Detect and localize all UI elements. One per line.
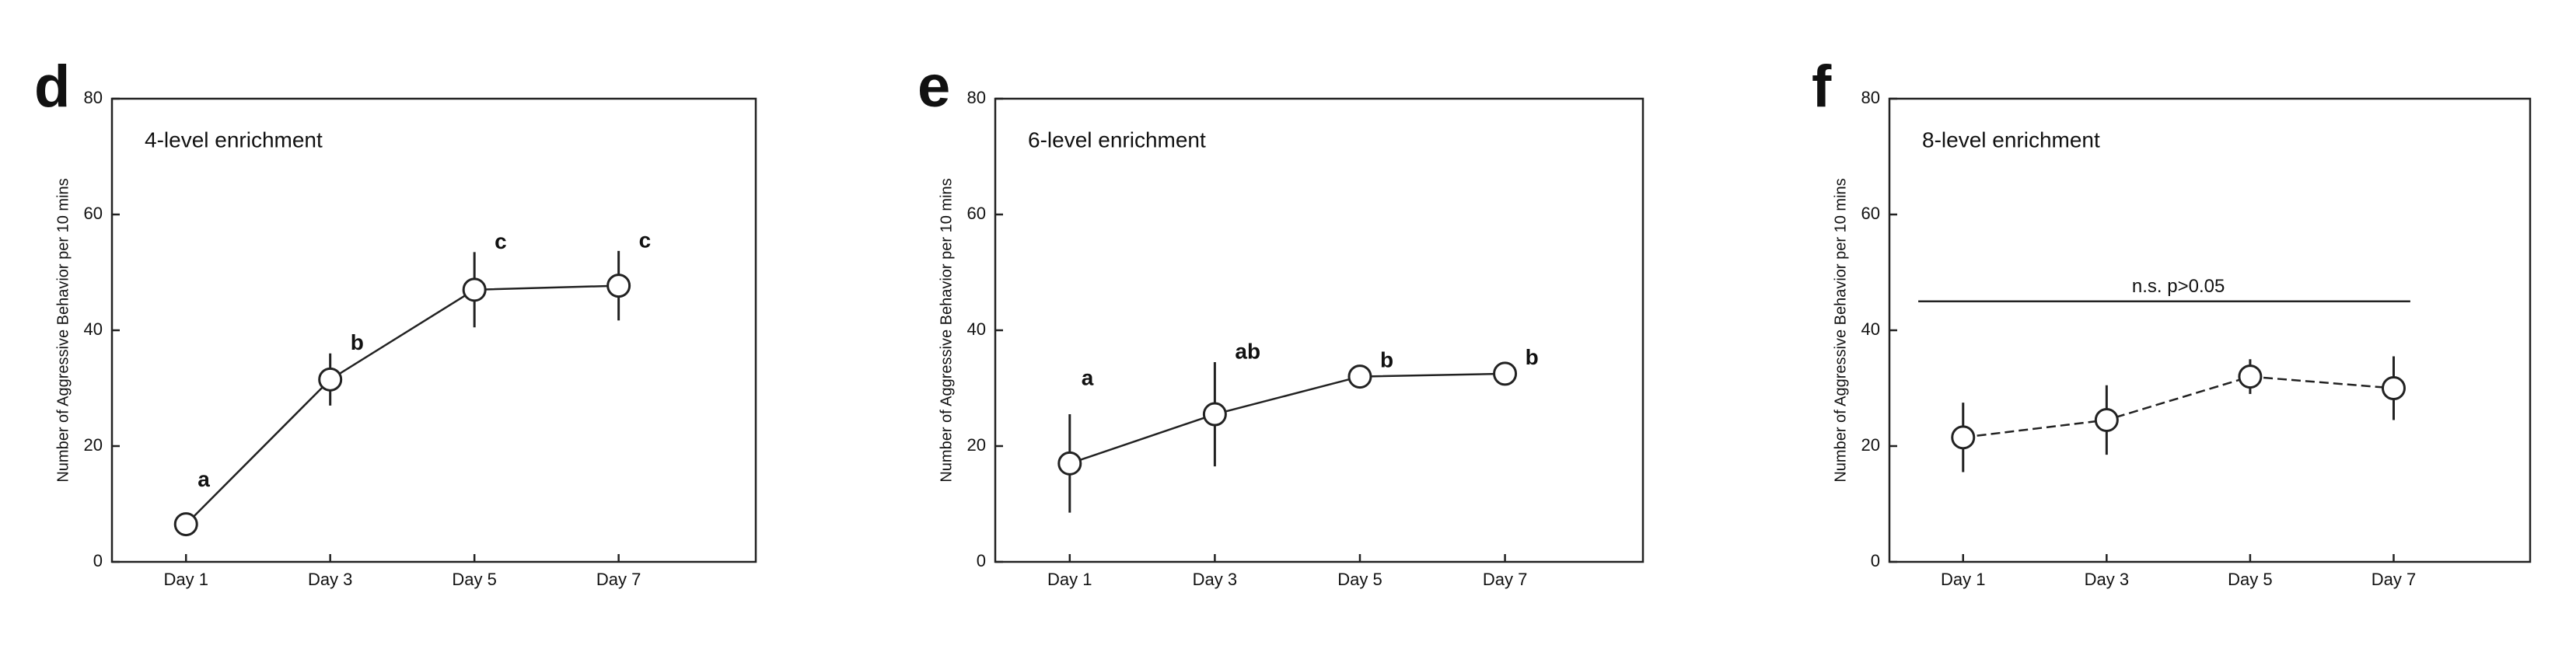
x-tick-label: Day 3 [2085,570,2129,589]
significance-label: b [1380,348,1393,372]
plot-frame [110,97,757,563]
x-tick-label: Day 1 [163,570,208,589]
data-point [2238,364,2263,389]
plot-title: 8-level enrichment [1922,127,2100,152]
data-point [318,367,343,392]
significance-label: b [1526,345,1539,369]
data-point [1202,402,1227,427]
data-point [1347,364,1372,389]
data-line [1069,372,1505,465]
data-point [1951,425,1976,450]
y-tick-label: 20 [1861,435,1880,455]
x-tick-label: Day 7 [2372,570,2416,589]
data-point [1057,451,1082,476]
x-tick-label: Day 7 [1483,570,1527,589]
data-point [1493,361,1518,386]
panel-letter: f [1812,54,1832,120]
x-tick-label: Day 1 [1941,570,1985,589]
significance-label: ab [1235,339,1260,363]
y-tick-label: 0 [977,551,986,570]
data-point [173,512,198,537]
x-tick-label: Day 7 [596,570,641,589]
y-axis-label: Number of Aggressive Behavior per 10 min… [1832,178,1849,482]
data-point [462,277,487,302]
y-tick-label: 0 [93,551,103,570]
y-axis-label: Number of Aggressive Behavior per 10 min… [938,178,955,482]
x-tick-label: Day 3 [1193,570,1237,589]
annotation-text: n.s. p>0.05 [2132,276,2225,297]
plot-title: 4-level enrichment [145,127,323,152]
significance-label: c [639,228,652,252]
significance-label: a [197,467,210,491]
plot-frame [994,97,1645,563]
data-point [606,274,631,298]
y-tick-label: 80 [84,88,103,107]
data-point [2094,407,2119,432]
data-line [1963,375,2394,439]
significance-label: b [351,330,364,354]
y-tick-label: 80 [967,88,986,107]
y-tick-label: 40 [967,319,986,339]
plot-title: 6-level enrichment [1028,127,1206,152]
x-tick-label: Day 5 [2228,570,2272,589]
data-line [185,284,619,525]
y-tick-label: 80 [1861,88,1880,107]
significance-label: a [1082,365,1094,389]
y-tick-label: 20 [967,435,986,455]
panel-letter: d [34,54,70,120]
significance-label: c [495,229,507,253]
x-tick-label: Day 1 [1047,570,1092,589]
data-point [2381,376,2406,400]
panel-letter: e [918,54,950,120]
plot-frame [1888,97,2532,563]
y-tick-label: 60 [84,204,103,223]
y-tick-label: 60 [967,204,986,223]
x-tick-label: Day 5 [1337,570,1382,589]
y-tick-label: 60 [1861,204,1880,223]
x-tick-label: Day 3 [308,570,352,589]
y-tick-label: 40 [84,319,103,339]
x-tick-label: Day 5 [452,570,496,589]
y-tick-label: 0 [1871,551,1880,570]
y-tick-label: 40 [1861,319,1880,339]
y-tick-label: 20 [84,435,103,455]
y-axis-label: Number of Aggressive Behavior per 10 min… [54,178,72,482]
